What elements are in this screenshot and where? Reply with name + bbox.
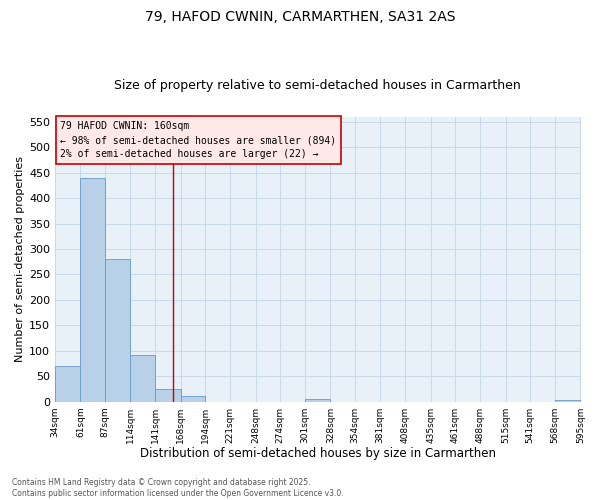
- Y-axis label: Number of semi-detached properties: Number of semi-detached properties: [15, 156, 25, 362]
- Bar: [105, 258, 130, 402]
- Bar: [130, 356, 155, 402]
- Text: 79, HAFOD CWNIN, CARMARTHEN, SA31 2AS: 79, HAFOD CWNIN, CARMARTHEN, SA31 2AS: [145, 10, 455, 24]
- Bar: [80, 178, 105, 402]
- Bar: [555, 400, 580, 402]
- Text: 79 HAFOD CWNIN: 160sqm
← 98% of semi-detached houses are smaller (894)
2% of sem: 79 HAFOD CWNIN: 160sqm ← 98% of semi-det…: [61, 121, 337, 159]
- Title: Size of property relative to semi-detached houses in Carmarthen: Size of property relative to semi-detach…: [115, 79, 521, 92]
- Bar: [181, 396, 205, 402]
- Text: Contains HM Land Registry data © Crown copyright and database right 2025.
Contai: Contains HM Land Registry data © Crown c…: [12, 478, 344, 498]
- Bar: [305, 399, 331, 402]
- Bar: [55, 366, 80, 402]
- X-axis label: Distribution of semi-detached houses by size in Carmarthen: Distribution of semi-detached houses by …: [140, 447, 496, 460]
- Bar: [155, 389, 181, 402]
